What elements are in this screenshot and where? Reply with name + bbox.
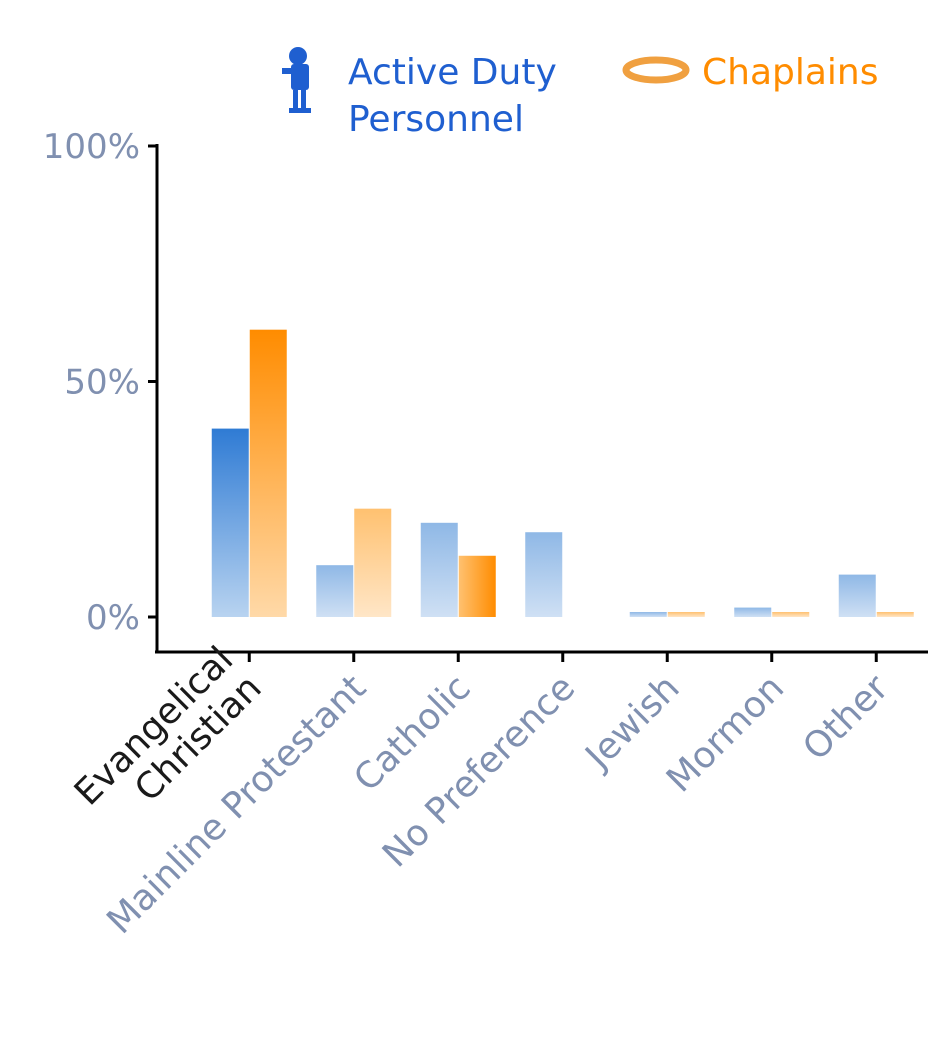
x-tick-label: Mormon — [659, 667, 792, 800]
bar-chaplains — [772, 612, 810, 617]
bar-active-duty — [629, 612, 667, 617]
legend-label-active-duty-line-2: Personnel — [348, 99, 524, 140]
bar-active-duty — [420, 522, 458, 617]
legend-label-active-duty-line-1: Active Duty — [348, 52, 557, 93]
x-tick-label: Other — [795, 667, 896, 768]
bar-active-duty — [734, 607, 772, 617]
bar-active-duty — [525, 532, 563, 617]
halo-icon — [622, 56, 690, 84]
legend-label-active-duty: Active Duty Personnel — [348, 52, 568, 140]
bar-chaplains — [354, 508, 392, 617]
y-tick-label: 0% — [86, 598, 140, 638]
y-tick-label: 100% — [43, 127, 140, 167]
y-tick-label: 50% — [64, 363, 140, 403]
x-tick-label-line: No Preference — [375, 667, 583, 875]
x-tick-label: No Preference — [375, 667, 583, 875]
x-tick-label-line: Other — [795, 667, 896, 768]
bar-active-duty — [838, 574, 876, 617]
bar-chaplains — [667, 612, 705, 617]
bar-active-duty — [211, 428, 249, 617]
bar-active-duty — [316, 565, 354, 617]
bar-chaplains — [249, 329, 287, 617]
legend-label-chaplains: Chaplains — [702, 52, 879, 93]
bar-chaplains — [458, 555, 496, 617]
x-tick-label-line: Mormon — [659, 667, 792, 800]
bars — [211, 329, 914, 617]
bar-chaplains — [876, 612, 914, 617]
y-axis: 0% 50% 100% — [43, 127, 158, 638]
legend: Active Duty Personnel Chaplains — [282, 47, 879, 140]
soldier-icon — [282, 47, 311, 113]
